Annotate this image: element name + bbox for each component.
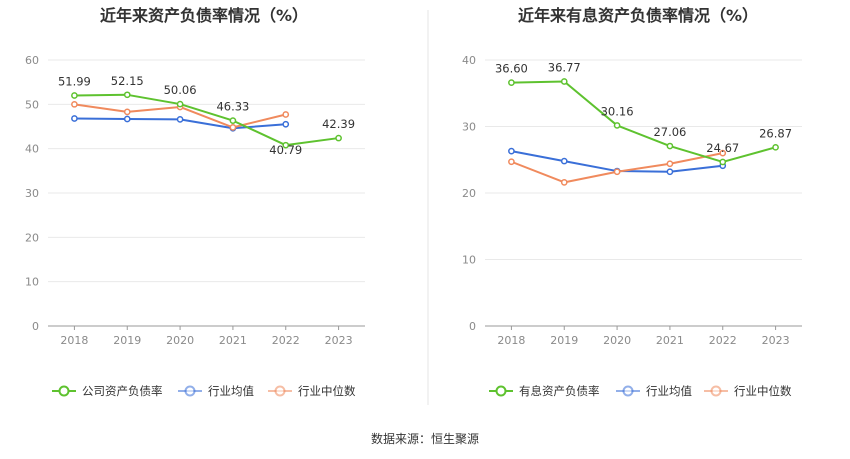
legend-marker bbox=[710, 385, 722, 397]
x-tick-label: 2021 bbox=[219, 334, 247, 347]
data-point bbox=[508, 158, 515, 166]
series-line-main bbox=[74, 93, 339, 147]
y-tick-label: 30 bbox=[25, 187, 39, 200]
data-point bbox=[508, 79, 515, 86]
data-point bbox=[282, 141, 290, 149]
y-tick-label: 40 bbox=[462, 54, 476, 67]
data-label: 42.39 bbox=[322, 117, 355, 131]
legend-item: 行业中位数 bbox=[268, 384, 356, 398]
data-point bbox=[176, 116, 184, 123]
y-tick-label: 10 bbox=[462, 254, 476, 267]
legend-item: 行业均值 bbox=[178, 384, 254, 398]
data-source: 数据来源：恒生聚源 bbox=[371, 431, 479, 446]
x-tick-label: 2022 bbox=[709, 334, 737, 347]
chart-title: 近年来资产负债率情况（%） bbox=[100, 6, 308, 25]
data-point bbox=[282, 111, 290, 118]
chart-panel-2: 近年来有息资产负债率情况（%） 0 10 20 30 40 2018 2019 2020 2021… bbox=[462, 6, 802, 398]
legend-item: 行业均值 bbox=[616, 384, 692, 398]
data-point bbox=[560, 179, 568, 186]
x-tick-label: 2020 bbox=[166, 334, 194, 347]
legend-label: 有息资产负债率 bbox=[519, 384, 600, 398]
data-point bbox=[508, 147, 515, 155]
legend-item: 有息资产负债率 bbox=[489, 384, 600, 398]
y-tick-label: 50 bbox=[25, 98, 39, 111]
data-point bbox=[123, 91, 131, 99]
data-point bbox=[666, 168, 674, 176]
legend-item: 行业中位数 bbox=[704, 384, 792, 398]
x-tick-label: 2023 bbox=[762, 334, 790, 347]
x-tick-label: 2021 bbox=[656, 334, 684, 347]
y-tick-label: 10 bbox=[25, 276, 39, 289]
y-tick-label: 60 bbox=[25, 54, 39, 67]
legend-marker bbox=[622, 385, 634, 397]
data-point bbox=[71, 100, 78, 108]
data-point bbox=[176, 100, 184, 108]
y-tick-label: 0 bbox=[32, 320, 39, 333]
y-tick-label: 30 bbox=[462, 121, 476, 134]
data-point bbox=[123, 108, 131, 116]
x-tick-label: 2023 bbox=[325, 334, 353, 347]
data-point bbox=[666, 142, 674, 150]
series-line-main bbox=[511, 80, 776, 163]
data-point bbox=[71, 92, 78, 99]
data-label: 52.15 bbox=[111, 74, 144, 88]
legend-label: 行业中位数 bbox=[734, 384, 792, 398]
y-tick-label: 0 bbox=[469, 320, 476, 333]
data-point bbox=[229, 117, 237, 124]
y-tick-label: 20 bbox=[462, 187, 476, 200]
legend-item: 公司资产负债率 bbox=[52, 384, 163, 398]
data-point bbox=[71, 115, 78, 122]
legend-label: 行业均值 bbox=[208, 384, 254, 398]
data-point bbox=[123, 115, 131, 123]
data-point bbox=[282, 120, 290, 128]
x-tick-label: 2018 bbox=[497, 334, 525, 347]
data-point bbox=[229, 124, 237, 131]
data-label: 24.67 bbox=[706, 141, 739, 155]
x-tick-label: 2019 bbox=[113, 334, 141, 347]
data-point bbox=[560, 157, 568, 165]
data-label: 26.87 bbox=[759, 126, 792, 140]
y-tick-label: 20 bbox=[25, 231, 39, 244]
data-label: 36.60 bbox=[495, 62, 528, 76]
legend-marker bbox=[58, 385, 70, 397]
legend-marker bbox=[184, 385, 196, 397]
data-point bbox=[335, 134, 342, 142]
data-point bbox=[719, 158, 727, 166]
data-label: 27.06 bbox=[653, 125, 686, 139]
legend-label: 公司资产负债率 bbox=[82, 384, 163, 398]
chart-title: 近年来有息资产负债率情况（%） bbox=[518, 6, 758, 25]
data-point bbox=[560, 78, 568, 85]
legend-label: 行业中位数 bbox=[298, 384, 356, 398]
x-tick-label: 2019 bbox=[550, 334, 578, 347]
data-label: 40.79 bbox=[269, 143, 302, 157]
data-point bbox=[772, 143, 779, 151]
data-label: 50.06 bbox=[164, 83, 197, 97]
data-point bbox=[719, 149, 727, 157]
data-point bbox=[666, 160, 674, 168]
data-point bbox=[613, 122, 621, 129]
chart-panel-1: 近年来资产负债率情况（%） 0 10 20 30 40 50 60 2018 2019 2020 20… bbox=[25, 6, 365, 398]
x-tick-label: 2022 bbox=[272, 334, 300, 347]
x-tick-label: 2018 bbox=[60, 334, 88, 347]
data-label: 30.16 bbox=[601, 104, 634, 118]
data-point bbox=[613, 168, 621, 176]
data-label: 51.99 bbox=[58, 75, 91, 89]
legend-marker bbox=[274, 385, 286, 397]
legend-label: 行业均值 bbox=[646, 384, 692, 398]
y-tick-label: 40 bbox=[25, 143, 39, 156]
legend-marker bbox=[495, 385, 507, 397]
x-tick-label: 2020 bbox=[603, 334, 631, 347]
data-label: 36.77 bbox=[548, 60, 581, 74]
data-label: 46.33 bbox=[216, 100, 249, 114]
